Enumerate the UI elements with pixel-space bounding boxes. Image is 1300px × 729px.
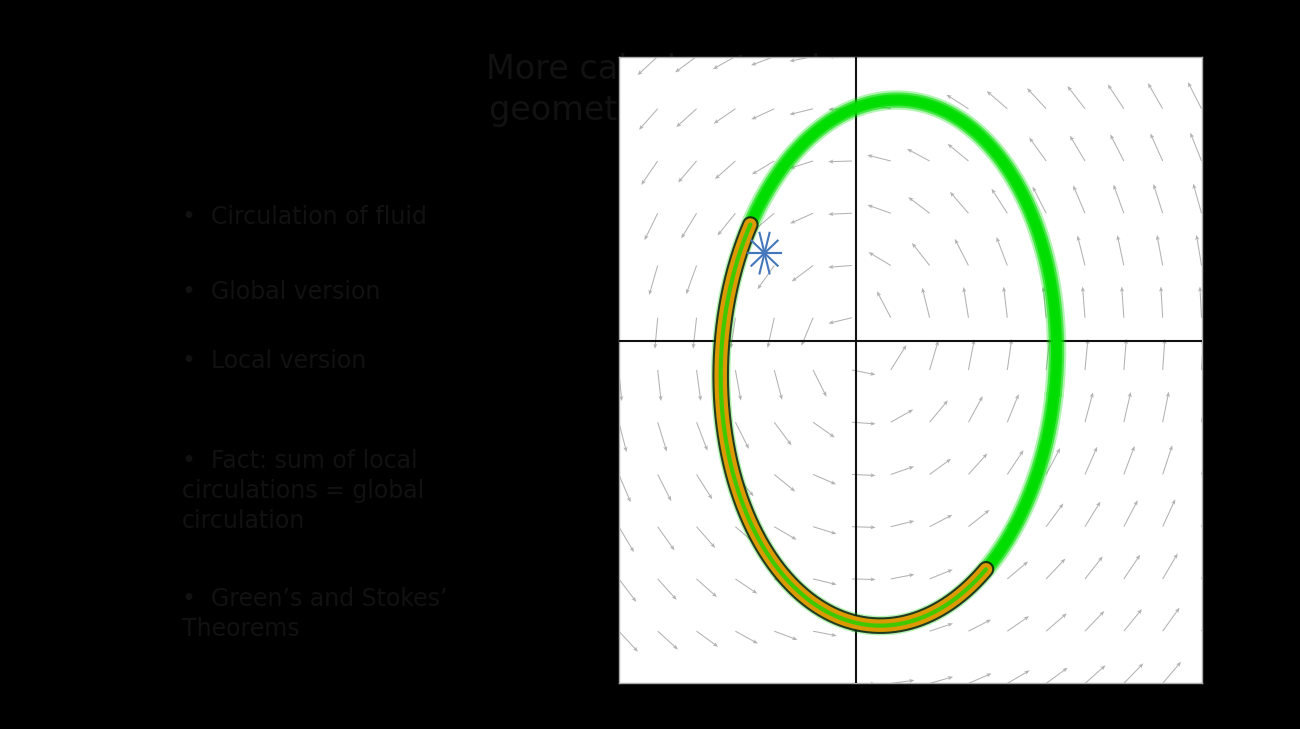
Text: •  Fact: sum of local
circulations = global
circulation: • Fact: sum of local circulations = glob… bbox=[182, 449, 424, 533]
Text: •  Local version: • Local version bbox=[182, 349, 367, 373]
Text: •  Green’s and Stokes’
Theorems: • Green’s and Stokes’ Theorems bbox=[182, 587, 447, 641]
Text: •  Circulation of fluid: • Circulation of fluid bbox=[182, 205, 426, 229]
Text: More calculus, topology,
geometry...and physics!: More calculus, topology, geometry...and … bbox=[486, 53, 892, 127]
Text: •  Global version: • Global version bbox=[182, 281, 380, 305]
